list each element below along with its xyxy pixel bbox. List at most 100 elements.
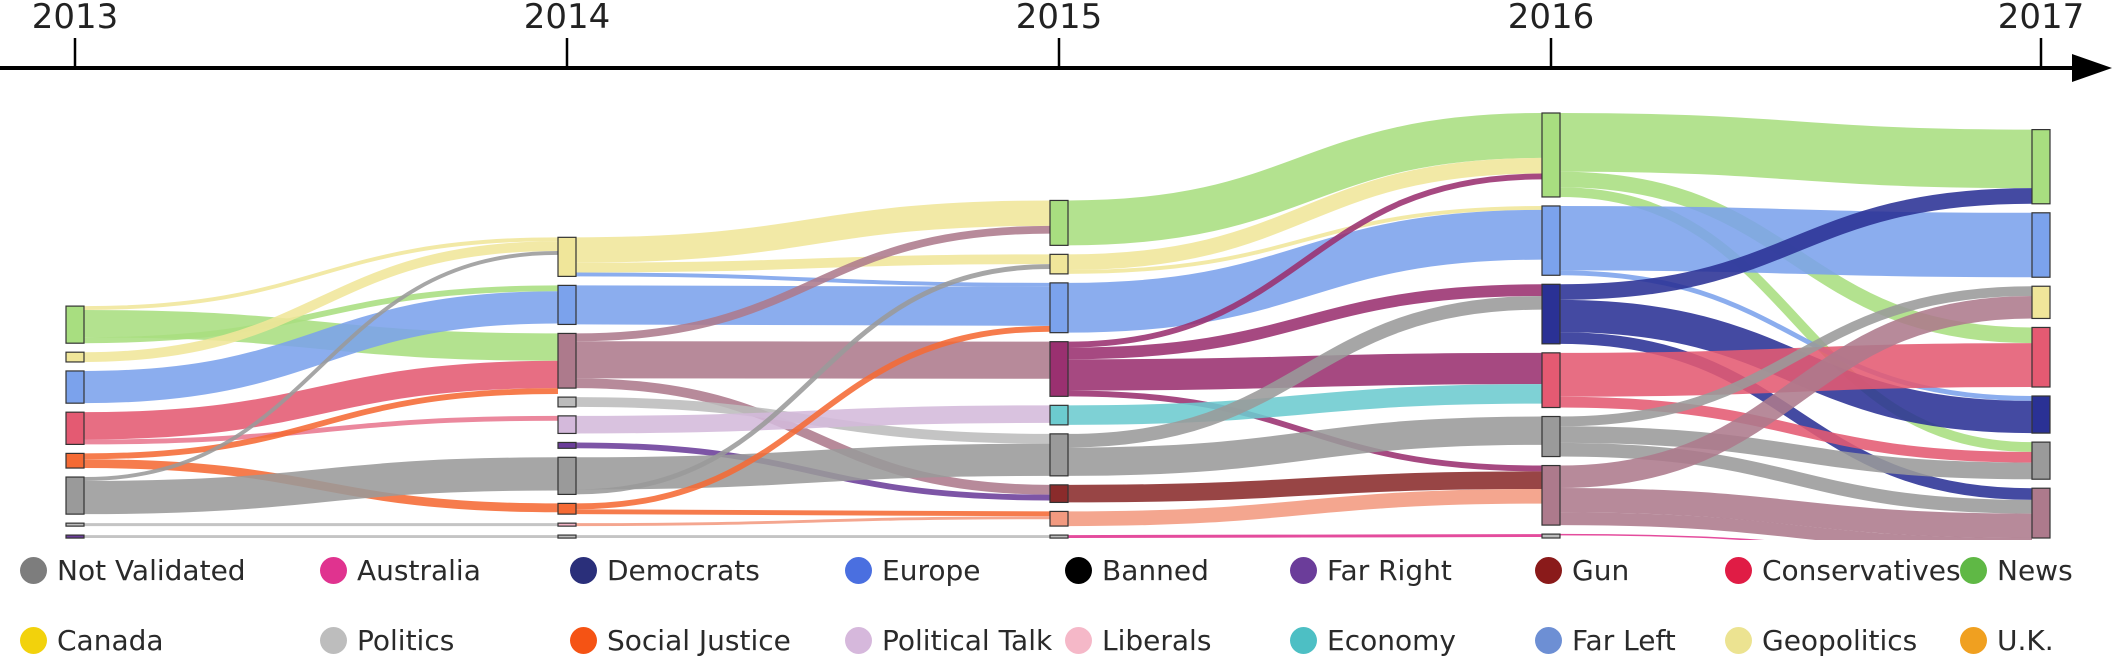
legend-label: Canada <box>57 624 164 657</box>
year-tick-label: 2013 <box>32 0 119 37</box>
legend-label: Conservatives <box>1762 554 1961 587</box>
year-node <box>558 285 576 324</box>
legend-item: Liberals <box>1065 620 1211 660</box>
legend-item: Economy <box>1290 620 1456 660</box>
year-node <box>1050 511 1068 526</box>
legend-label: Liberals <box>1102 624 1211 657</box>
legend-item: Far Right <box>1290 550 1452 590</box>
year-tick-label: 2015 <box>1016 0 1103 37</box>
legend-swatch <box>1290 557 1317 584</box>
legend-label: Far Left <box>1572 624 1676 657</box>
legend-item: Political Talk <box>845 620 1052 660</box>
legend-item: Gun <box>1535 550 1629 590</box>
legend-item: Social Justice <box>570 620 791 660</box>
year-node <box>558 333 576 388</box>
year-node <box>1050 405 1068 425</box>
year-node <box>1050 342 1068 397</box>
year-node <box>1542 206 1560 275</box>
year-node <box>2032 213 2050 277</box>
flow-link <box>1560 365 2032 375</box>
year-node <box>1542 113 1560 197</box>
year-tick-label: 2014 <box>524 0 611 37</box>
legend-swatch <box>20 557 47 584</box>
year-node <box>1542 466 1560 526</box>
legend-label: Geopolitics <box>1762 624 1917 657</box>
year-node <box>1050 283 1068 333</box>
legend-label: Democrats <box>607 554 760 587</box>
year-tick-label: 2016 <box>1508 0 1595 37</box>
legend-swatch <box>570 627 597 654</box>
year-node <box>558 442 576 448</box>
legend-swatch <box>320 627 347 654</box>
flow-link <box>1560 142 2032 159</box>
year-node <box>66 453 84 468</box>
legend-item: Europe <box>845 550 980 590</box>
year-node <box>1050 535 1068 538</box>
year-node <box>66 371 84 403</box>
legend-item: Democrats <box>570 550 760 590</box>
legend-swatch <box>1725 557 1752 584</box>
legend-item: News <box>1960 550 2073 590</box>
year-node <box>2032 286 2050 318</box>
flow-link <box>1068 536 1542 537</box>
year-node <box>2032 130 2050 204</box>
legend-item: Australia <box>320 550 481 590</box>
flow-link <box>576 512 1050 514</box>
legend-item: Canada <box>20 620 164 660</box>
year-node <box>558 416 576 434</box>
year-node <box>1542 284 1560 344</box>
year-node <box>2032 488 2050 538</box>
year-node <box>558 535 576 538</box>
legend-item: U.K. <box>1960 620 2054 660</box>
legend-item: Geopolitics <box>1725 620 1917 660</box>
legend-swatch <box>1960 627 1987 654</box>
legend-item: Far Left <box>1535 620 1676 660</box>
year-node <box>1542 417 1560 457</box>
legend-swatch <box>1290 627 1317 654</box>
legend-swatch <box>20 627 47 654</box>
legend-label: Economy <box>1327 624 1456 657</box>
year-tick-label: 2017 <box>1998 0 2085 37</box>
year-node <box>2032 396 2050 433</box>
legend-swatch <box>845 627 872 654</box>
year-node <box>2032 442 2050 479</box>
year-node <box>66 412 84 444</box>
axis-arrowhead <box>2072 54 2112 82</box>
timeline-axis: 2013 2014 2015 2016 2017 <box>0 0 2112 82</box>
legend-swatch <box>1725 627 1752 654</box>
year-node <box>558 457 576 494</box>
legend-swatch <box>1065 557 1092 584</box>
year-node <box>558 237 576 276</box>
year-node <box>1050 200 1068 245</box>
year-node <box>558 503 576 514</box>
legend-swatch <box>320 557 347 584</box>
year-node <box>66 477 84 514</box>
legend-swatch <box>1535 557 1562 584</box>
year-node <box>558 523 576 526</box>
flow-links <box>84 135 2032 540</box>
legend-swatch <box>570 557 597 584</box>
legend-item: Banned <box>1065 550 1209 590</box>
legend-swatch <box>1065 627 1092 654</box>
year-node <box>66 352 84 362</box>
flow-link <box>576 518 1050 525</box>
legend: Not Validated Australia Democrats Europe Ban… <box>0 540 2116 659</box>
year-node <box>2032 327 2050 387</box>
legend-label: Gun <box>1572 554 1629 587</box>
year-node <box>66 535 84 538</box>
flow-link <box>576 305 1050 306</box>
year-node <box>1050 254 1068 274</box>
legend-label: Europe <box>882 554 980 587</box>
legend-label: Far Right <box>1327 554 1452 587</box>
legend-label: U.K. <box>1997 624 2054 657</box>
legend-swatch <box>1960 557 1987 584</box>
legend-label: Banned <box>1102 554 1209 587</box>
year-node <box>66 523 84 526</box>
year-node <box>1542 534 1560 538</box>
legend-item: Politics <box>320 620 454 660</box>
legend-label: Social Justice <box>607 624 791 657</box>
legend-label: News <box>1997 554 2073 587</box>
flow-link <box>576 460 1050 474</box>
year-node <box>66 306 84 343</box>
legend-label: Not Validated <box>57 554 246 587</box>
